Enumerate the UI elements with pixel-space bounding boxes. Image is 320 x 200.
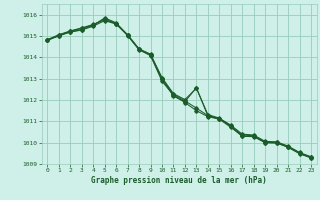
X-axis label: Graphe pression niveau de la mer (hPa): Graphe pression niveau de la mer (hPa) xyxy=(91,176,267,185)
